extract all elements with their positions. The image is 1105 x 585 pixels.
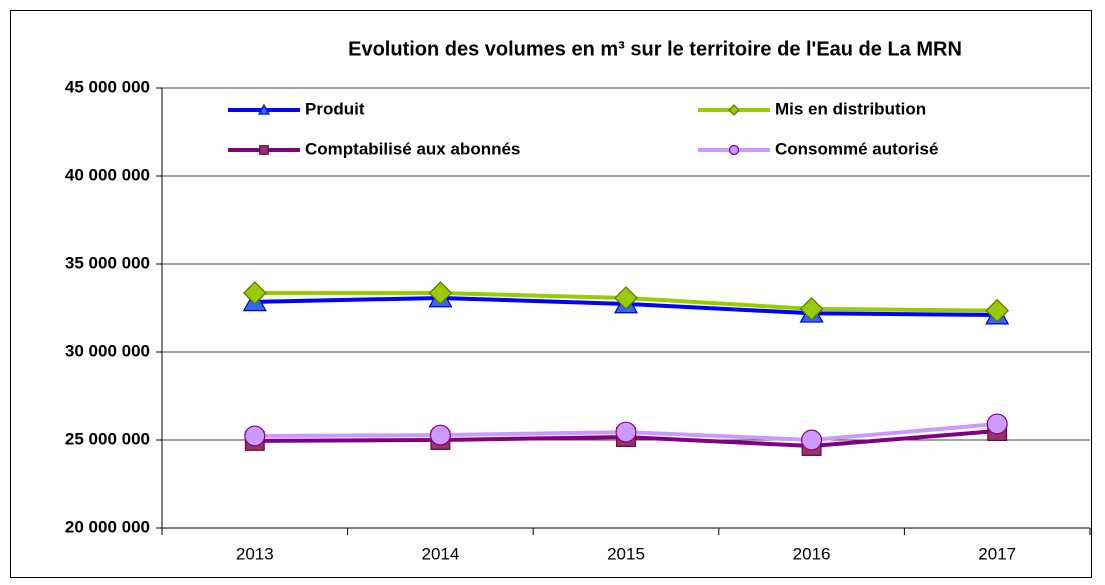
marker bbox=[985, 298, 1010, 323]
marker bbox=[728, 104, 740, 116]
x-tick-label: 2016 bbox=[793, 544, 831, 563]
x-tick-label: 2013 bbox=[236, 544, 274, 563]
legend-label: Produit bbox=[305, 99, 365, 118]
y-tick-label: 35 000 000 bbox=[65, 253, 150, 272]
chart-title: Evolution des volumes en m³ sur le terri… bbox=[348, 38, 962, 60]
marker bbox=[801, 429, 823, 451]
marker bbox=[242, 281, 267, 305]
x-tick-label: 2017 bbox=[978, 544, 1016, 563]
marker bbox=[259, 145, 269, 155]
marker bbox=[799, 297, 824, 321]
x-tick-label: 2014 bbox=[421, 544, 459, 563]
marker bbox=[257, 103, 271, 115]
y-tick-label: 25 000 000 bbox=[65, 429, 150, 448]
marker bbox=[615, 421, 637, 443]
y-tick-label: 20 000 000 bbox=[65, 517, 150, 536]
marker bbox=[428, 281, 453, 305]
marker bbox=[244, 425, 266, 447]
y-tick-label: 30 000 000 bbox=[65, 341, 150, 360]
legend-label: Mis en distribution bbox=[775, 99, 926, 118]
y-tick-label: 45 000 000 bbox=[65, 77, 150, 96]
marker bbox=[986, 413, 1008, 435]
y-tick-label: 40 000 000 bbox=[65, 165, 150, 184]
marker bbox=[614, 286, 638, 310]
legend-label: Comptabilisé aux abonnés bbox=[305, 139, 520, 158]
marker bbox=[429, 424, 451, 446]
marker bbox=[728, 144, 740, 156]
x-tick-label: 2015 bbox=[607, 544, 645, 563]
legend-label: Consommé autorisé bbox=[775, 139, 938, 158]
